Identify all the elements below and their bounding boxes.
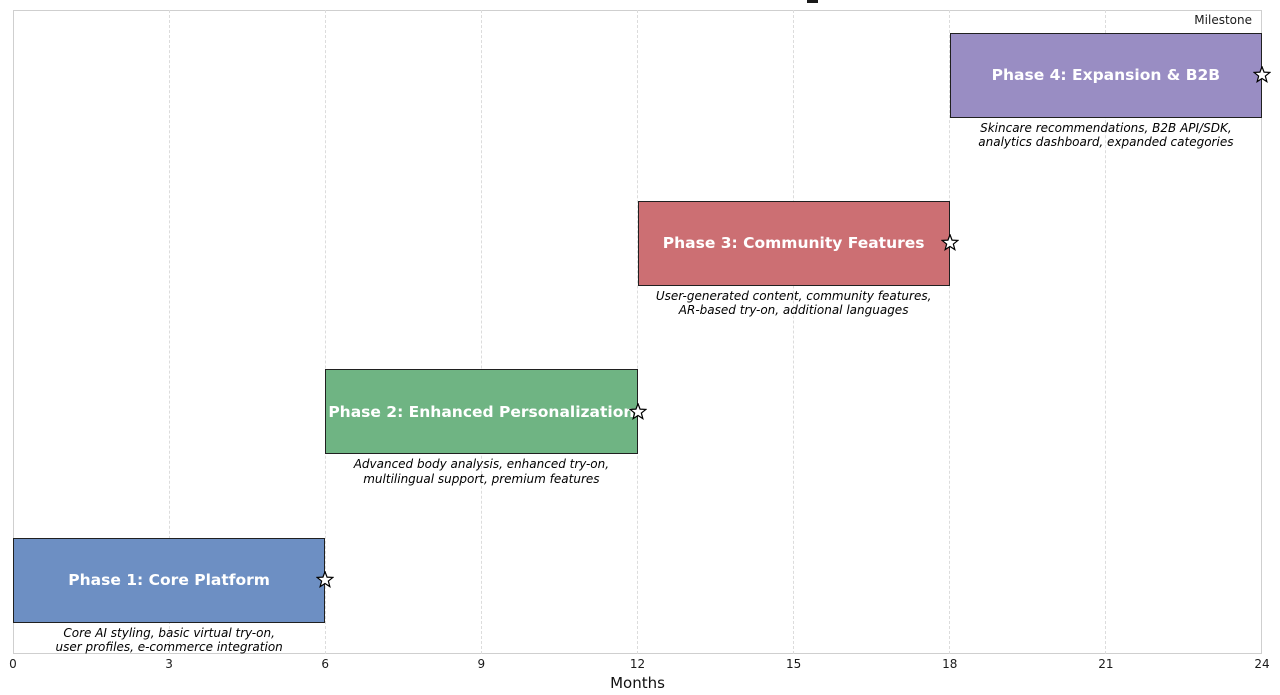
x-tick-label-24: 24 bbox=[1254, 657, 1270, 671]
x-tick-label-9: 9 bbox=[477, 657, 486, 671]
gridline-month-18 bbox=[949, 10, 951, 654]
x-tick-label-18: 18 bbox=[942, 657, 958, 671]
milestone-star-icon bbox=[940, 233, 960, 252]
gridline-month-3 bbox=[168, 10, 170, 654]
phase-description-phase-2: Advanced body analysis, enhanced try-on,… bbox=[354, 457, 609, 486]
gantt-bar-phase-2: Phase 2: Enhanced Personalization bbox=[325, 369, 638, 455]
gridline-month-9 bbox=[480, 10, 482, 654]
phase-description-line: AR-based try-on, additional languages bbox=[678, 303, 909, 318]
phase-description-line: multilingual support, premium features bbox=[363, 471, 600, 486]
x-axis-label: Months bbox=[610, 674, 665, 692]
gridline-month-12 bbox=[637, 10, 638, 654]
milestone-star-icon bbox=[628, 401, 647, 421]
clipped-title-fragment bbox=[807, 0, 818, 3]
phase-description-phase-1: Core AI styling, basic virtual try-on, us… bbox=[55, 626, 282, 655]
phase-description-line: Advanced body analysis, enhanced try-on, bbox=[353, 457, 610, 472]
phase-description-phase-4: Skincare recommendations, B2B API/SDK, an… bbox=[978, 121, 1233, 150]
x-axis-ticks: 0 3 6 9 12 15 18 21 24 bbox=[0, 657, 1280, 673]
gridline-month-21 bbox=[1105, 10, 1107, 654]
gridline-month-6 bbox=[324, 10, 326, 654]
x-tick-label-6: 6 bbox=[321, 657, 330, 671]
gantt-bar-phase-1: Phase 1: Core Platform bbox=[13, 537, 326, 623]
gridline-month-15 bbox=[793, 10, 795, 654]
x-tick-label-0: 0 bbox=[9, 657, 17, 671]
gantt-bar-label-phase-3: Phase 3: Community Features bbox=[662, 234, 925, 253]
milestone-star-icon bbox=[315, 570, 335, 589]
x-tick-label-21: 21 bbox=[1098, 657, 1114, 671]
milestone-star-icon bbox=[1252, 65, 1272, 84]
gantt-bar-phase-4: Phase 4: Expansion & B2B bbox=[949, 32, 1262, 118]
x-tick-label-15: 15 bbox=[785, 657, 802, 671]
phase-description-line: Skincare recommendations, B2B API/SDK, bbox=[980, 120, 1232, 135]
gantt-bar-label-phase-2: Phase 2: Enhanced Personalization bbox=[328, 402, 635, 421]
phase-description-line: user profiles, e-commerce integration bbox=[55, 640, 283, 654]
phase-description-line: User-generated content, community featur… bbox=[655, 288, 932, 303]
gantt-bar-label-phase-1: Phase 1: Core Platform bbox=[68, 571, 270, 589]
phase-description-phase-3: User-generated content, community featur… bbox=[656, 289, 932, 318]
phase-description-line: Core AI styling, basic virtual try-on, bbox=[63, 625, 275, 640]
legend-milestone-label: Milestone bbox=[1194, 13, 1252, 27]
gantt-bar-label-phase-4: Phase 4: Expansion & B2B bbox=[991, 66, 1221, 84]
x-tick-label-12: 12 bbox=[629, 657, 646, 671]
gantt-bar-phase-3: Phase 3: Community Features bbox=[637, 200, 950, 286]
phase-description-line: analytics dashboard, expanded categories bbox=[978, 135, 1234, 149]
x-tick-label-3: 3 bbox=[165, 657, 173, 671]
